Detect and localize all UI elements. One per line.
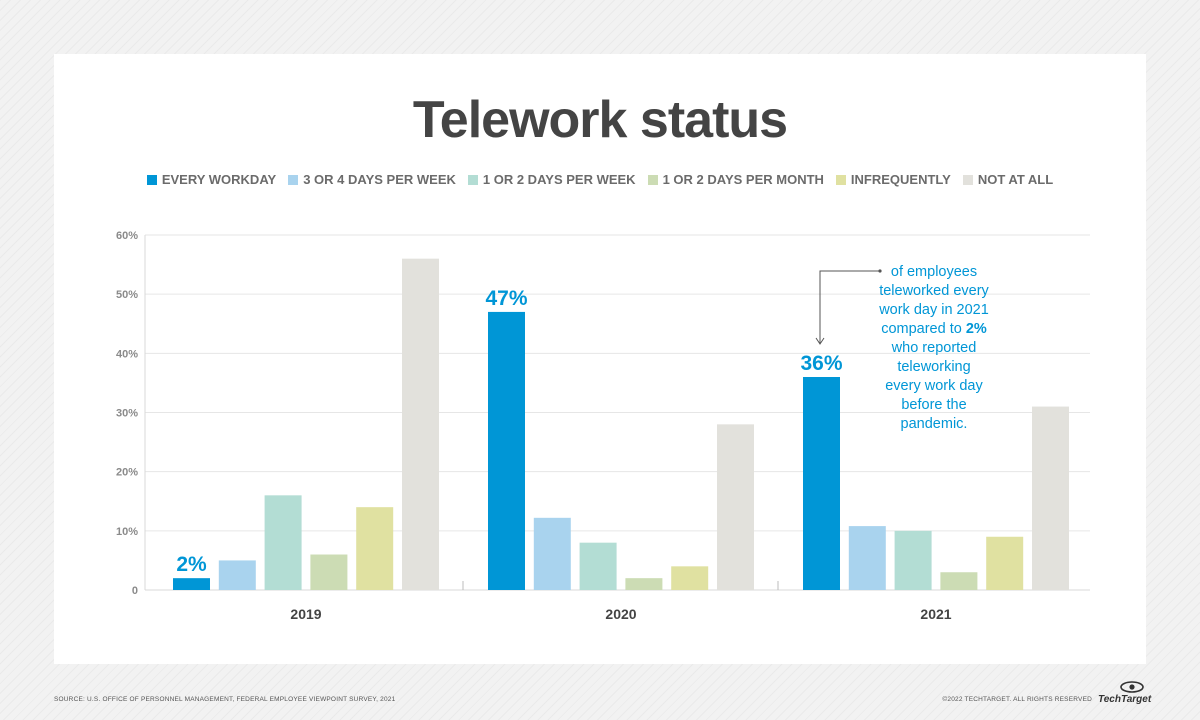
techtarget-logo — [1120, 681, 1144, 693]
legend-item: INFREQUENTLY — [835, 172, 951, 187]
bar — [173, 578, 210, 590]
annotation-text: of employees teleworked every work day in … — [878, 264, 989, 432]
legend-item: EVERY WORKDAY — [146, 172, 277, 187]
x-category-label: 2020 — [605, 606, 636, 622]
bar — [218, 560, 256, 590]
legend-label: INFREQUENTLY — [850, 172, 951, 187]
brand-name: TechTarget — [1098, 694, 1152, 705]
bar — [940, 572, 978, 590]
annotation-connector — [819, 270, 880, 343]
annotation-line: before the — [901, 397, 966, 413]
legend-swatch — [647, 174, 658, 185]
bar — [533, 517, 571, 590]
bar — [488, 311, 525, 590]
bar — [402, 258, 439, 590]
legend-item: 1 OR 2 DAYS PER WEEK — [467, 172, 636, 187]
annotation-line: teleworked every — [879, 283, 989, 299]
legend-swatch — [288, 174, 299, 185]
y-tick-label: 30% — [116, 408, 138, 420]
bar — [717, 424, 754, 590]
x-category-label: 2021 — [920, 606, 951, 622]
legend-swatch — [835, 174, 846, 185]
annotation-segment: pandemic. — [901, 416, 968, 432]
annotation-line: of employees — [891, 264, 977, 280]
annotation-segment: 2% — [966, 321, 987, 337]
annotation-line: work day in 2021 — [878, 302, 989, 318]
legend-label: 3 OR 4 DAYS PER WEEK — [303, 172, 456, 187]
data-label: 2% — [176, 553, 207, 576]
bar — [625, 578, 663, 590]
bar — [671, 566, 709, 590]
chart-legend: EVERY WORKDAY 3 OR 4 DAYS PER WEEK 1 OR 2 … — [0, 172, 1200, 187]
legend-swatch — [467, 174, 478, 185]
annotation-dot — [878, 269, 882, 273]
annotation-segment: work day in 2021 — [878, 302, 989, 318]
legend-swatch — [146, 174, 157, 185]
legend-swatch — [962, 174, 973, 185]
source-note: SOURCE: U.S. OFFICE OF PERSONNEL MANAGEM… — [54, 696, 396, 703]
bar — [264, 495, 302, 590]
annotation-segment: who reported — [891, 340, 977, 356]
annotation-segment: teleworked every — [879, 283, 989, 299]
x-category-label: 2019 — [290, 606, 321, 622]
y-tick-label: 40% — [116, 348, 138, 360]
annotation-line: every work day — [885, 378, 983, 394]
bar — [1032, 406, 1069, 590]
y-tick-label: 60% — [116, 230, 138, 242]
y-tick-label: 0 — [132, 585, 138, 597]
y-tick-label: 10% — [116, 526, 138, 538]
legend-item: 1 OR 2 DAYS PER MONTH — [647, 172, 824, 187]
legend-item: NOT AT ALL — [962, 172, 1054, 187]
annotation-segment: teleworking — [897, 359, 970, 375]
copyright-note: ©2022 TECHTARGET. ALL RIGHTS RESERVED — [942, 696, 1092, 703]
data-label: 36% — [800, 352, 842, 375]
annotation-line: compared to 2% — [881, 321, 987, 337]
bar — [986, 536, 1024, 590]
annotation-segment: of employees — [891, 264, 977, 280]
bar — [803, 377, 840, 590]
bar — [310, 554, 348, 590]
bar — [356, 507, 394, 590]
legend-label: EVERY WORKDAY — [161, 172, 277, 187]
annotation-line: teleworking — [897, 359, 970, 375]
annotation-segment: every work day — [885, 378, 983, 394]
annotation-line: who reported — [891, 340, 977, 356]
bar — [579, 542, 617, 590]
legend-label: 1 OR 2 DAYS PER WEEK — [482, 172, 636, 187]
legend-label: 1 OR 2 DAYS PER MONTH — [662, 172, 824, 187]
bar — [848, 526, 886, 590]
chart-title: Telework status — [412, 91, 788, 149]
legend-item: 3 OR 4 DAYS PER WEEK — [288, 172, 456, 187]
legend-label: NOT AT ALL — [977, 172, 1054, 187]
y-tick-label: 20% — [116, 467, 138, 479]
annotation-line: pandemic. — [901, 416, 968, 432]
y-tick-label: 50% — [116, 289, 138, 301]
data-label: 47% — [485, 287, 527, 310]
annotation-segment: before the — [901, 397, 966, 413]
annotation-arrowhead — [815, 337, 825, 345]
annotation-segment: compared to — [881, 321, 966, 337]
bar — [894, 530, 932, 590]
